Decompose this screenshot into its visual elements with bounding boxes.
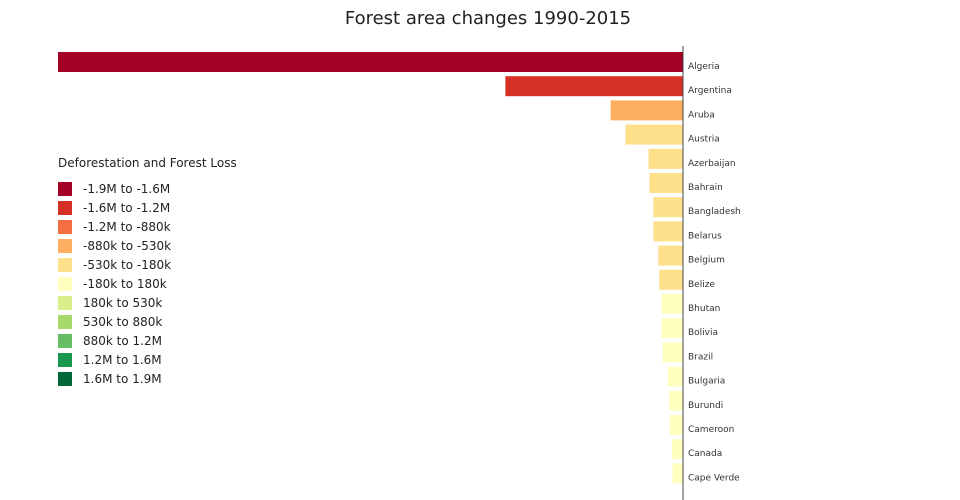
category-label: Cameroon (688, 425, 734, 435)
category-label: Algeria (688, 62, 720, 72)
bar-brazil (662, 342, 683, 363)
bar-azerbaijan (648, 148, 683, 169)
legend-swatch (58, 295, 72, 310)
legend-swatch (58, 200, 72, 215)
category-label: Azerbaijan (688, 159, 736, 169)
legend-swatch (58, 352, 72, 367)
category-label: Argentina (688, 86, 732, 96)
legend-label: 1.2M to 1.6M (83, 352, 162, 367)
category-label: Bolivia (688, 328, 718, 338)
category-label: Bahrain (688, 183, 723, 193)
legend-item[interactable]: 180k to 530k (58, 293, 237, 312)
category-label: Belize (688, 280, 715, 290)
legend-swatch (58, 276, 72, 291)
category-label: Canada (688, 449, 722, 459)
legend-title: Deforestation and Forest Loss (58, 156, 237, 170)
legend-label: -1.2M to -880k (83, 219, 171, 234)
category-label: Austria (688, 135, 720, 145)
legend-label: 530k to 880k (83, 314, 163, 329)
bar-belize (659, 269, 683, 290)
legend-item[interactable]: 880k to 1.2M (58, 331, 237, 350)
category-label: Cape Verde (688, 473, 740, 483)
bar-belgium (658, 245, 683, 266)
bar-bhutan (661, 294, 683, 314)
legend-item[interactable]: 1.2M to 1.6M (58, 350, 237, 369)
legend-item[interactable]: -180k to 180k (58, 274, 237, 293)
legend-label: -180k to 180k (83, 276, 167, 291)
bar-argentina (505, 76, 683, 97)
category-label: Aruba (688, 110, 715, 120)
bar-bangladesh (653, 197, 683, 218)
legend-item[interactable]: -1.9M to -1.6M (58, 179, 237, 198)
legend-label: -530k to -180k (83, 257, 172, 272)
legend-swatch (58, 333, 72, 348)
legend-item[interactable]: -1.6M to -1.2M (58, 198, 237, 217)
legend-item[interactable]: 1.6M to 1.9M (58, 369, 237, 388)
legend: Deforestation and Forest Loss -1.9M to -… (58, 156, 237, 388)
legend-label: 180k to 530k (83, 295, 163, 310)
legend-item[interactable]: -1.2M to -880k (58, 217, 237, 236)
bar-bulgaria (667, 366, 683, 387)
bar-cameroon (669, 415, 683, 435)
legend-label: -1.9M to -1.6M (83, 181, 171, 196)
category-label: Burundi (688, 401, 723, 411)
bar-algeria (58, 52, 683, 72)
bar-belarus (653, 221, 683, 242)
category-label: Bhutan (688, 304, 720, 314)
bar-burundi (669, 390, 683, 411)
legend-label: 880k to 1.2M (83, 333, 162, 348)
legend-swatch (58, 181, 72, 196)
bar-bahrain (649, 173, 683, 193)
category-label: Belarus (688, 231, 722, 241)
chart-title: Forest area changes 1990-2015 (344, 8, 632, 29)
legend-item[interactable]: -530k to -180k (58, 255, 237, 274)
legend-swatch (58, 314, 72, 329)
legend-label: -880k to -530k (83, 238, 172, 253)
bar-cape-verde (672, 463, 683, 484)
legend-swatch (58, 371, 72, 386)
legend-swatch (58, 238, 72, 253)
legend-item[interactable]: -880k to -530k (58, 236, 237, 255)
category-label: Brazil (688, 352, 713, 362)
legend-swatch (58, 257, 72, 272)
bar-austria (625, 124, 683, 145)
legend-swatch (58, 219, 72, 234)
category-label: Belgium (688, 256, 725, 266)
legend-label: 1.6M to 1.9M (83, 371, 162, 386)
category-label: Bangladesh (688, 207, 741, 217)
legend-label: -1.6M to -1.2M (83, 200, 171, 215)
bar-bolivia (661, 318, 683, 339)
bar-canada (671, 439, 683, 460)
category-label: Bulgaria (688, 377, 725, 387)
legend-item[interactable]: 530k to 880k (58, 312, 237, 331)
bar-aruba (610, 100, 683, 121)
